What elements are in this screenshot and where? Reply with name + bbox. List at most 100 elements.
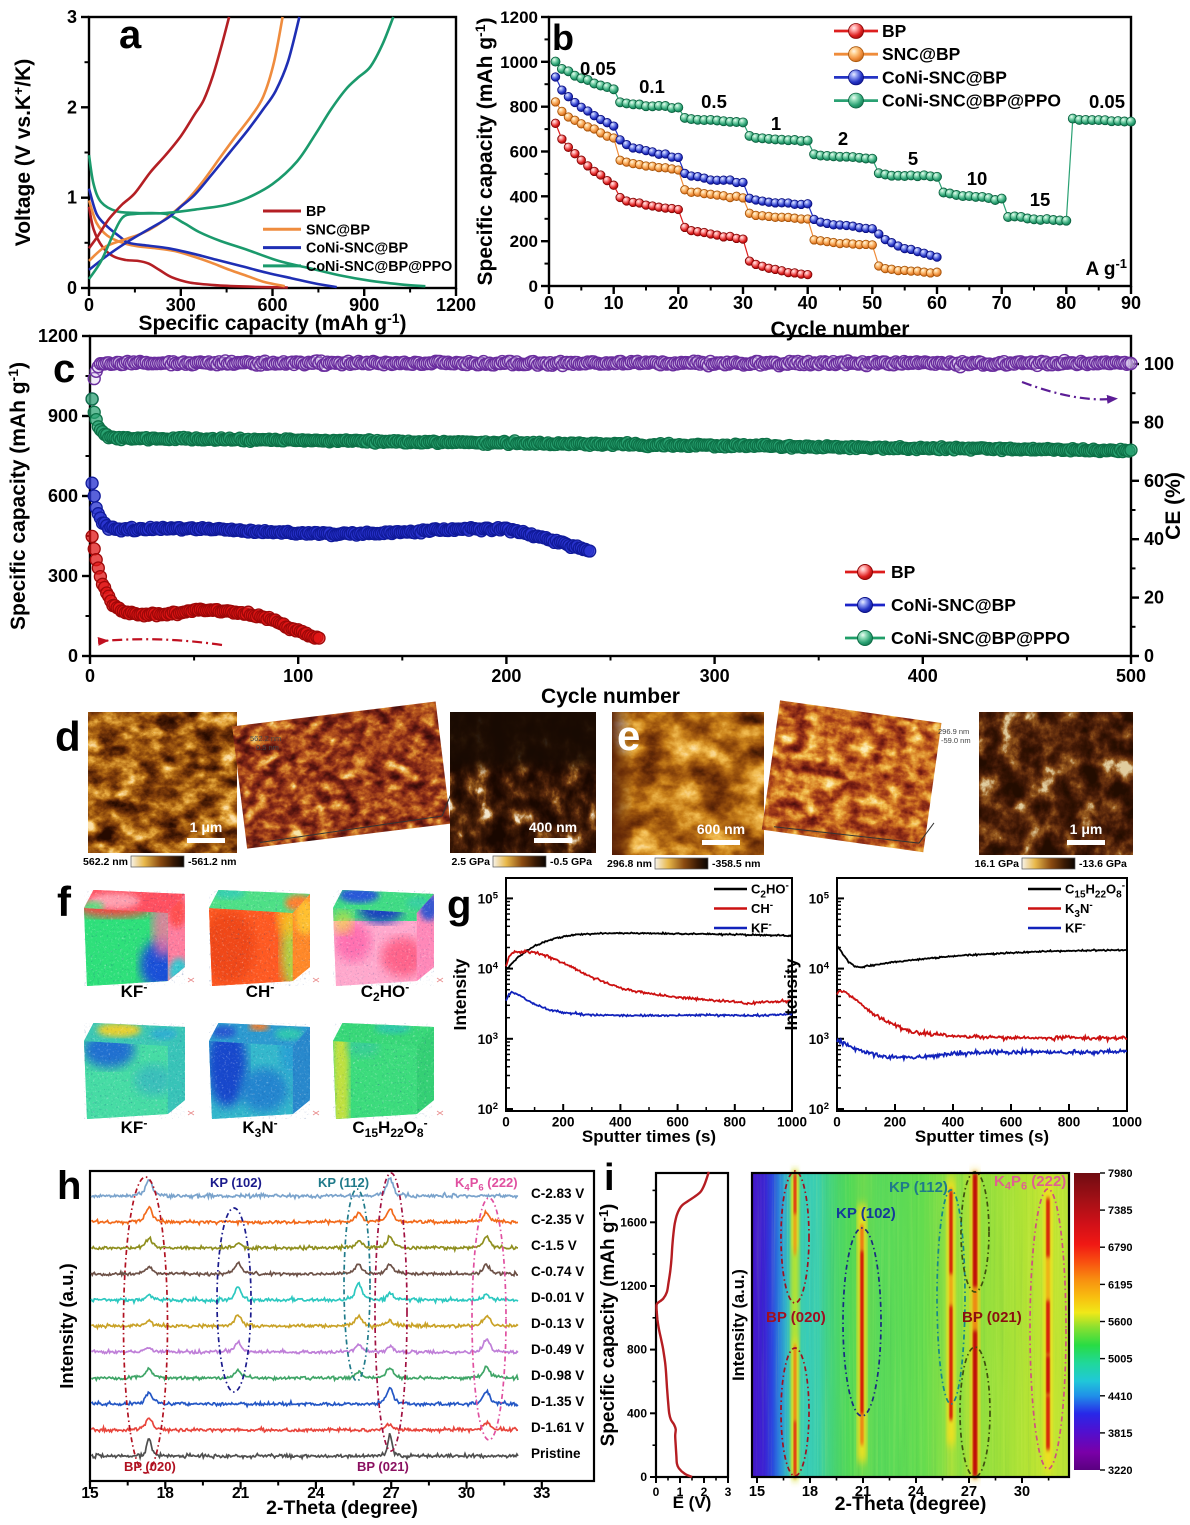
svg-text:60: 60	[927, 293, 947, 313]
svg-text:600 nm: 600 nm	[697, 821, 745, 837]
svg-text:-358.5 nm: -358.5 nm	[712, 858, 760, 870]
svg-text:800: 800	[1058, 1115, 1081, 1130]
svg-text:i: i	[604, 1157, 615, 1199]
svg-text:KP (112): KP (112)	[889, 1179, 948, 1196]
svg-text:80: 80	[1144, 412, 1164, 432]
svg-text:0: 0	[653, 1485, 660, 1499]
svg-text:Cycle number: Cycle number	[771, 318, 910, 341]
svg-text:3815: 3815	[1108, 1428, 1132, 1440]
svg-text:600: 600	[1000, 1115, 1023, 1130]
svg-text:200: 200	[552, 1115, 575, 1130]
svg-text:21: 21	[232, 1485, 250, 1502]
svg-text:D-0.01 V: D-0.01 V	[531, 1290, 584, 1305]
svg-text:33: 33	[533, 1485, 551, 1502]
svg-text:900: 900	[349, 295, 379, 315]
svg-text:70: 70	[992, 293, 1012, 313]
svg-text:600: 600	[257, 295, 287, 315]
svg-text:20: 20	[1144, 588, 1164, 608]
svg-text:900: 900	[48, 406, 78, 426]
svg-text:16.1 GPa: 16.1 GPa	[975, 858, 1020, 870]
svg-text:KF-: KF-	[1065, 920, 1086, 936]
svg-text:40: 40	[798, 293, 818, 313]
svg-text:5: 5	[908, 148, 918, 169]
svg-text:400: 400	[627, 1406, 647, 1420]
svg-text:Specific capacity (mAh g-1): Specific capacity (mAh g-1)	[596, 1204, 619, 1447]
svg-text:Specific capacity (mAh g-1): Specific capacity (mAh g-1)	[5, 362, 30, 630]
svg-text:15: 15	[1030, 189, 1051, 210]
svg-text:C-2.83 V: C-2.83 V	[531, 1186, 584, 1201]
svg-text:3220: 3220	[1108, 1465, 1132, 1477]
svg-text:-0.5 GPa: -0.5 GPa	[550, 856, 592, 868]
svg-text:C15H22O8-: C15H22O8-	[352, 1116, 427, 1140]
svg-text:2: 2	[67, 97, 77, 117]
svg-text:C-1.5 V: C-1.5 V	[531, 1238, 577, 1253]
svg-text:2-Theta (degree): 2-Theta (degree)	[266, 1497, 418, 1519]
svg-text:27: 27	[383, 1485, 400, 1502]
svg-text:D-0.49 V: D-0.49 V	[531, 1342, 584, 1357]
svg-text:7980: 7980	[1108, 1168, 1132, 1180]
svg-text:10: 10	[604, 293, 624, 313]
svg-text:0: 0	[502, 1115, 510, 1130]
svg-text:0: 0	[529, 277, 538, 296]
svg-text:CoNi-SNC@BP: CoNi-SNC@BP	[891, 595, 1016, 615]
svg-text:300: 300	[700, 666, 730, 686]
svg-text:100: 100	[1144, 354, 1174, 374]
svg-text:D-1.61 V: D-1.61 V	[531, 1420, 584, 1435]
svg-text:-13.6 GPa: -13.6 GPa	[1079, 858, 1127, 870]
svg-text:0: 0	[1144, 646, 1154, 666]
svg-text:18: 18	[802, 1484, 818, 1500]
svg-text:Sputter times (s): Sputter times (s)	[582, 1127, 716, 1146]
svg-text:KF-: KF-	[121, 980, 148, 1001]
svg-text:4410: 4410	[1108, 1391, 1132, 1403]
svg-text:296.9 nm: 296.9 nm	[938, 727, 969, 736]
svg-text:1200: 1200	[500, 8, 538, 27]
svg-text:3: 3	[725, 1485, 732, 1499]
svg-text:400: 400	[510, 187, 538, 206]
svg-text:CoNi-SNC@BP@PPO: CoNi-SNC@BP@PPO	[891, 628, 1070, 648]
svg-text:100: 100	[283, 666, 313, 686]
svg-text:d: d	[55, 713, 81, 760]
svg-text:CH-: CH-	[246, 980, 275, 1001]
svg-text:C-0.74 V: C-0.74 V	[531, 1264, 584, 1279]
svg-text:21: 21	[855, 1484, 871, 1500]
svg-text:2-Theta (degree): 2-Theta (degree)	[835, 1493, 987, 1515]
svg-text:f: f	[57, 878, 72, 925]
svg-text:0: 0	[68, 646, 78, 666]
svg-text:1000: 1000	[500, 53, 538, 72]
svg-text:7385: 7385	[1108, 1205, 1132, 1217]
svg-text:1000: 1000	[1112, 1115, 1142, 1130]
svg-text:500: 500	[1116, 666, 1146, 686]
svg-text:1200: 1200	[436, 295, 476, 315]
svg-text:400: 400	[609, 1115, 632, 1130]
svg-text:300: 300	[166, 295, 196, 315]
svg-text:300: 300	[48, 566, 78, 586]
svg-text:c: c	[53, 347, 75, 391]
svg-text:50: 50	[862, 293, 882, 313]
svg-text:2: 2	[701, 1485, 708, 1499]
svg-text:1 μm: 1 μm	[190, 819, 223, 835]
svg-text:CH-: CH-	[751, 900, 773, 916]
svg-text:Specific capacity (mAh g-1): Specific capacity (mAh g-1)	[472, 17, 497, 285]
svg-text:Pristine: Pristine	[531, 1446, 581, 1461]
svg-text:Intensity (a.u.): Intensity (a.u.)	[730, 1269, 748, 1381]
svg-text:0: 0	[833, 1115, 841, 1130]
svg-text:KP (112): KP (112)	[318, 1175, 369, 1190]
svg-text:KF-: KF-	[751, 920, 772, 936]
svg-text:Sputter times (s): Sputter times (s)	[915, 1127, 1049, 1146]
svg-text:KP (102): KP (102)	[210, 1175, 262, 1190]
svg-text:2: 2	[838, 128, 848, 149]
svg-text:D-1.35 V: D-1.35 V	[531, 1394, 584, 1409]
svg-text:0.5 nm: 0.5 nm	[256, 743, 279, 752]
svg-text:0.5: 0.5	[701, 91, 727, 112]
svg-text:30: 30	[458, 1485, 475, 1502]
svg-text:0: 0	[84, 295, 94, 315]
svg-text:Cycle number: Cycle number	[541, 685, 680, 708]
svg-text:600: 600	[510, 143, 538, 162]
svg-text:D-0.98 V: D-0.98 V	[531, 1368, 584, 1383]
svg-text:27: 27	[961, 1484, 977, 1500]
svg-text:Intensity: Intensity	[450, 958, 470, 1030]
svg-text:-59.0 nm: -59.0 nm	[941, 736, 971, 745]
svg-text:90: 90	[1121, 293, 1141, 313]
svg-text:400 nm: 400 nm	[529, 819, 577, 835]
svg-text:h: h	[57, 1164, 81, 1208]
